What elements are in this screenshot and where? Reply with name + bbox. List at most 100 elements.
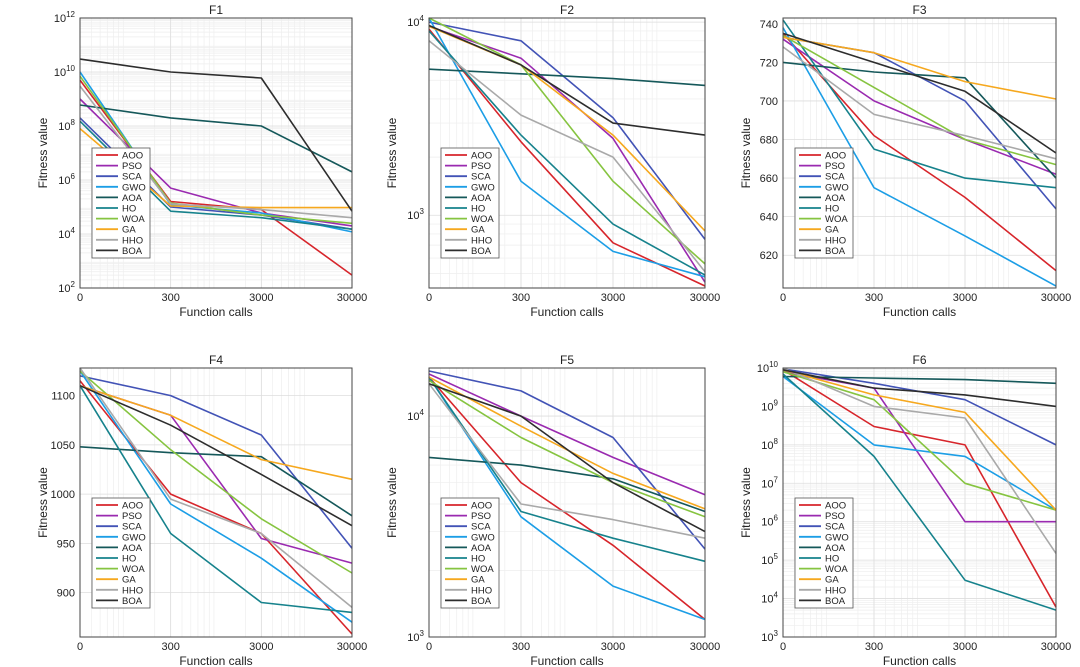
chart-title: F5 [560, 353, 574, 367]
y-tick-label: 107 [761, 475, 778, 490]
legend-label-boa: BOA [122, 596, 143, 607]
x-tick-label: 0 [426, 292, 432, 304]
x-tick-label: 0 [780, 292, 786, 304]
y-tick-label: 108 [761, 437, 778, 452]
chart-title: F2 [560, 3, 574, 17]
x-tick-label: 3000 [953, 292, 977, 304]
legend-label-sca: SCA [471, 522, 491, 533]
legend-label-hho: HHO [122, 235, 143, 246]
legend-label-sca: SCA [825, 172, 845, 183]
y-tick-label: 1100 [51, 391, 75, 403]
x-tick-label: 300 [865, 292, 883, 304]
legend-label-ga: GA [122, 225, 136, 236]
x-tick-label: 300 [865, 641, 883, 653]
legend-label-sca: SCA [471, 172, 491, 183]
legend-label-hho: HHO [122, 585, 143, 596]
y-tick-label: 740 [760, 19, 778, 31]
y-tick-label: 108 [58, 118, 75, 133]
chart-panel-f2: 0 300 3000 30000 103 104 F2 Function calls Fitne… [385, 3, 720, 319]
legend-label-woa: WOA [471, 214, 494, 225]
chart-panel-f3: 0 300 3000 30000620640660680700720740F3Func… [739, 3, 1071, 319]
legend-label-ho: HO [471, 204, 485, 215]
x-tick-label: 30000 [690, 292, 721, 304]
y-tick-label: 700 [760, 96, 778, 108]
x-axis-label: Function calls [179, 305, 252, 319]
chart-title: F1 [209, 3, 223, 17]
x-tick-label: 30000 [1041, 292, 1072, 304]
x-tick-label: 3000 [249, 641, 273, 653]
y-tick-label: 620 [760, 250, 778, 262]
y-tick-label: 640 [760, 212, 778, 224]
legend-label-ho: HO [122, 204, 136, 215]
y-tick-label: 950 [57, 538, 75, 550]
x-axis-label: Function calls [883, 654, 956, 667]
legend-label-woa: WOA [825, 214, 848, 225]
y-axis-label: Fitness value [36, 117, 50, 188]
y-axis-label: Fitness value [739, 467, 753, 538]
chart-panel-f6: 0 300 3000 300001031041051061071081091010 F6… [739, 353, 1071, 667]
y-tick-label: 1050 [51, 440, 75, 452]
y-tick-label: 104 [761, 591, 778, 606]
x-tick-label: 300 [512, 292, 530, 304]
x-tick-label: 3000 [249, 292, 273, 304]
x-tick-label: 300 [512, 641, 530, 653]
x-axis-label: Function calls [179, 654, 252, 667]
legend-label-gwo: GWO [471, 532, 495, 543]
legend-label-aoo: AOO [471, 151, 492, 162]
y-tick-label: 106 [58, 172, 75, 187]
legend-label-hho: HHO [825, 235, 846, 246]
legend-label-ga: GA [122, 575, 136, 586]
y-tick-label: 109 [761, 398, 778, 413]
x-axis-label: Function calls [530, 654, 603, 667]
legend-label-ga: GA [825, 575, 839, 586]
chart-title: F4 [209, 353, 223, 367]
legend-label-ho: HO [122, 554, 136, 565]
x-tick-label: 30000 [690, 641, 721, 653]
legend-label-woa: WOA [122, 214, 145, 225]
y-tick-label: 106 [761, 514, 778, 529]
legend-label-aoo: AOO [825, 151, 846, 162]
legend-label-aoo: AOO [825, 501, 846, 512]
y-tick-label: 1010 [54, 64, 76, 79]
legend-label-boa: BOA [471, 596, 492, 607]
x-axis-label: Function calls [530, 305, 603, 319]
x-tick-label: 3000 [953, 641, 977, 653]
y-tick-label: 104 [407, 14, 424, 29]
figure-canvas: 0 300 3000 3000010210410610810101012 F1Funct… [0, 0, 1080, 667]
x-tick-label: 0 [77, 641, 83, 653]
legend-label-aoo: AOO [471, 501, 492, 512]
y-tick-label: 660 [760, 173, 778, 185]
x-tick-label: 0 [426, 641, 432, 653]
legend-label-aoa: AOA [122, 193, 143, 204]
y-tick-label: 103 [407, 207, 424, 222]
legend-label-gwo: GWO [122, 532, 146, 543]
chart-panel-f5: 0 300 3000 30000103104F5Function callsFitne… [385, 353, 720, 667]
legend: AOOPSOSCAGWOAOAHOWOAGAHHOBOA [92, 498, 150, 608]
legend-label-woa: WOA [122, 564, 145, 575]
legend-label-aoo: AOO [122, 151, 143, 162]
x-tick-label: 0 [780, 641, 786, 653]
legend-label-boa: BOA [825, 596, 846, 607]
y-axis-label: Fitness value [739, 117, 753, 188]
legend-label-gwo: GWO [825, 532, 849, 543]
legend-label-pso: PSO [471, 161, 491, 172]
legend-label-aoa: AOA [825, 543, 846, 554]
x-axis-label: Function calls [883, 305, 956, 319]
chart-title: F6 [912, 353, 926, 367]
legend-label-pso: PSO [122, 161, 142, 172]
y-axis-label: Fitness value [385, 117, 399, 188]
y-tick-label: 900 [57, 588, 75, 600]
y-tick-label: 720 [760, 57, 778, 69]
y-axis-label: Fitness value [36, 467, 50, 538]
legend-label-ho: HO [471, 554, 485, 565]
y-tick-label: 105 [761, 552, 778, 567]
legend-label-aoa: AOA [122, 543, 143, 554]
legend-label-hho: HHO [471, 585, 492, 596]
x-tick-label: 3000 [601, 292, 625, 304]
legend-label-hho: HHO [825, 585, 846, 596]
x-tick-label: 300 [161, 641, 179, 653]
legend-label-woa: WOA [471, 564, 494, 575]
legend: AOOPSOSCAGWOAOAHOWOAGAHHOBOA [92, 148, 150, 258]
x-tick-label: 0 [77, 292, 83, 304]
